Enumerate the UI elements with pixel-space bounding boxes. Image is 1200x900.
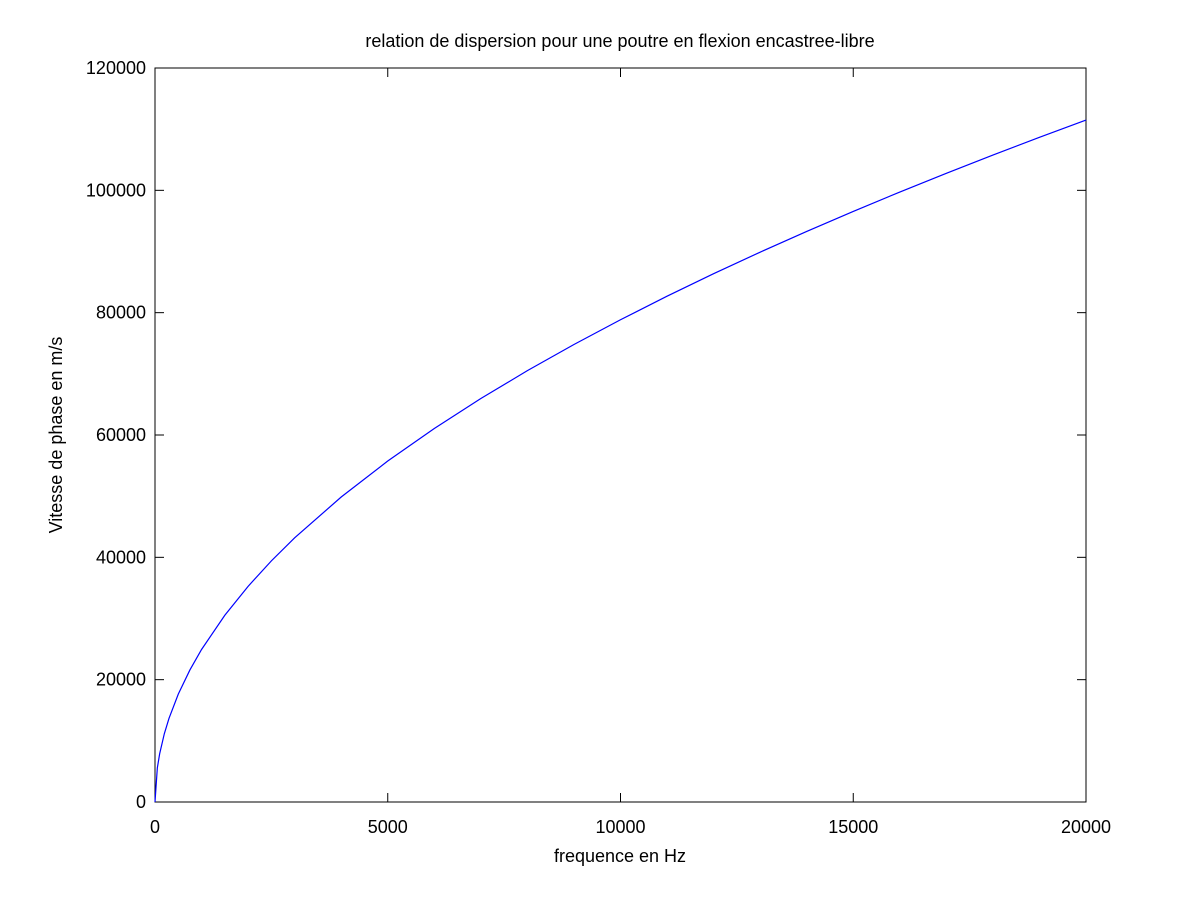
x-tick-label: 5000 [368,817,408,837]
x-tick-label: 15000 [828,817,878,837]
y-tick-label: 60000 [96,425,146,445]
x-tick-label: 0 [150,817,160,837]
y-axis-label: Vitesse de phase en m/s [46,337,66,534]
y-tick-label: 80000 [96,303,146,323]
plot-area: 0 5000 10000 15000 20000 0 20000 40000 60000 800… [86,58,1111,837]
y-tick-label: 120000 [86,58,146,78]
x-tick-label: 10000 [595,817,645,837]
x-tick-label: 20000 [1061,817,1111,837]
y-tick-label: 20000 [96,670,146,690]
chart-title: relation de dispersion pour une poutre e… [365,31,874,51]
x-axis-label: frequence en Hz [554,846,686,866]
y-tick-label: 0 [136,792,146,812]
y-tick-label: 40000 [96,547,146,567]
y-axis: 0 20000 40000 60000 80000 100000 120000 [86,58,1086,812]
series-line [154,119,1087,803]
y-tick-label: 100000 [86,180,146,200]
x-axis: 0 5000 10000 15000 20000 [150,68,1111,837]
plot-frame [154,67,1087,803]
